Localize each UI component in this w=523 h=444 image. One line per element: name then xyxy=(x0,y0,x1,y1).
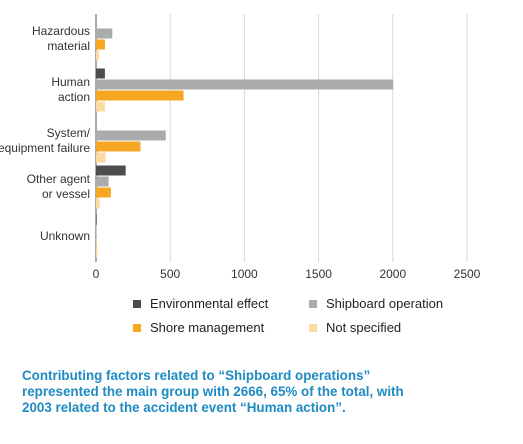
category-label-line: equipment failure xyxy=(0,141,90,155)
bar-environmental-effect xyxy=(96,214,97,225)
category-label-line: material xyxy=(47,39,90,53)
legend-swatch xyxy=(309,299,317,308)
caption-line-3: 2003 related to the accident event “Huma… xyxy=(22,400,346,415)
bar-environmental-effect xyxy=(96,68,105,79)
legend-swatch xyxy=(309,323,317,332)
x-tick-label: 500 xyxy=(160,267,181,281)
bar-shipboard-operation xyxy=(96,130,166,141)
bar-shore-management xyxy=(96,187,111,198)
category-label: Human action xyxy=(0,75,90,105)
bar-shipboard-operation xyxy=(96,176,109,187)
category-label-line: or vessel xyxy=(41,187,90,201)
bars xyxy=(96,17,394,258)
x-tick-label: 1500 xyxy=(305,267,332,281)
caption-line-1: Contributing factors related to “Shipboa… xyxy=(22,368,371,383)
x-tick-label: 2000 xyxy=(379,267,407,281)
bar-not-specified xyxy=(96,101,105,112)
legend-swatch xyxy=(133,299,141,308)
x-tick-label: 1000 xyxy=(231,267,258,281)
bar-chart xyxy=(95,14,468,262)
category-label: Other agent or vessel xyxy=(0,172,90,202)
legend-item: Not specified xyxy=(309,320,401,335)
bar-environmental-effect xyxy=(96,165,126,176)
legend-label: Environmental effect xyxy=(150,296,269,311)
legend-label: Shipboard operation xyxy=(326,296,444,311)
legend-swatch xyxy=(133,323,141,332)
bar-not-specified xyxy=(96,152,106,163)
bar-not-specified xyxy=(96,50,99,61)
category-label-line: Other agent xyxy=(26,172,90,186)
bar-shore-management xyxy=(96,90,184,101)
category-label-line: Human xyxy=(51,75,90,89)
bar-not-specified xyxy=(96,198,100,209)
legend-item: Environmental effect xyxy=(133,296,268,311)
legend-item: Shore management xyxy=(133,320,264,335)
x-tick-label: 2500 xyxy=(453,267,481,281)
caption-line-2: represented the main group with 2666, 65… xyxy=(22,384,404,399)
legend-label: Shore management xyxy=(150,320,265,335)
bar-shore-management xyxy=(96,141,141,152)
bar-shore-management xyxy=(96,39,105,50)
category-label-line: action xyxy=(57,90,90,104)
category-label-line: System/ xyxy=(46,126,90,140)
bar-shipboard-operation xyxy=(96,79,394,90)
category-label: Hazardous material xyxy=(0,24,90,54)
legend-label: Not specified xyxy=(326,320,402,335)
category-label-line: Hazardous xyxy=(31,24,90,38)
bar-shipboard-operation xyxy=(96,28,113,39)
category-label: Unknown xyxy=(0,229,90,244)
category-label: System/equipment failure xyxy=(0,126,90,156)
x-tick-label: 0 xyxy=(92,267,100,281)
bar-not-specified xyxy=(96,247,98,258)
chart-caption: Contributing factors related to “Shipboa… xyxy=(22,368,502,416)
legend-item: Shipboard operation xyxy=(309,296,443,311)
category-label-line: Unknown xyxy=(39,228,90,243)
